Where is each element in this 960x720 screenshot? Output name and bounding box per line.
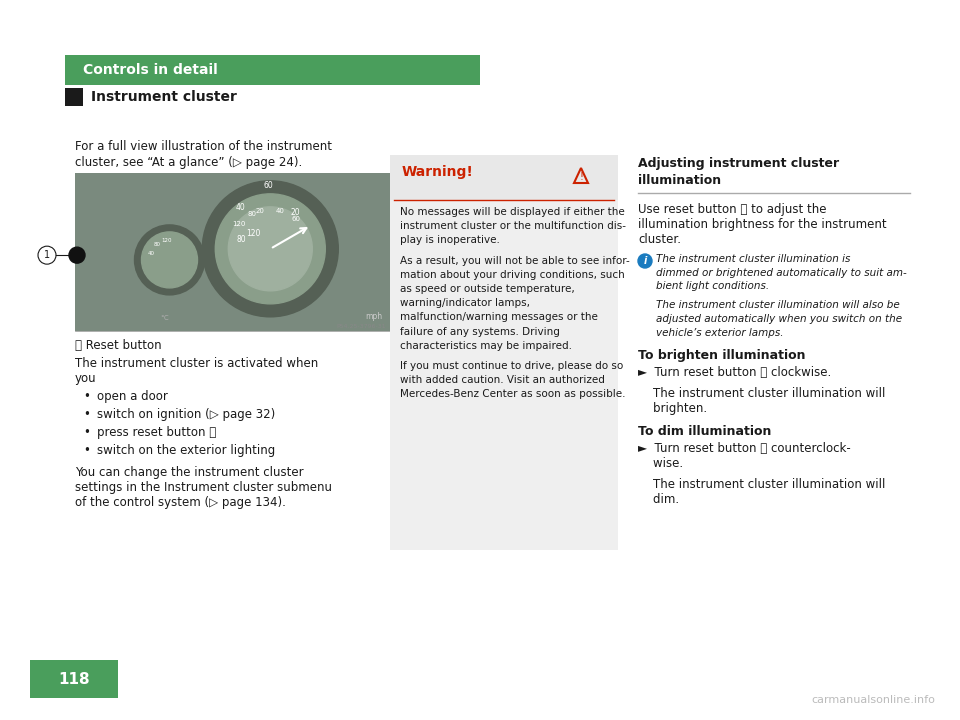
Text: Controls in detail: Controls in detail <box>83 63 218 77</box>
Bar <box>30 660 118 698</box>
Text: open a door: open a door <box>97 390 168 403</box>
Text: 60: 60 <box>263 181 274 189</box>
Circle shape <box>203 181 338 317</box>
Text: To dim illumination: To dim illumination <box>638 425 772 438</box>
Text: Mercedes-Benz Center as soon as possible.: Mercedes-Benz Center as soon as possible… <box>400 390 626 400</box>
Text: characteristics may be impaired.: characteristics may be impaired. <box>400 341 572 351</box>
Text: 80: 80 <box>154 243 160 248</box>
Text: of the control system (▷ page 134).: of the control system (▷ page 134). <box>75 496 286 509</box>
Text: 20: 20 <box>255 207 265 214</box>
Text: 80: 80 <box>236 235 246 244</box>
Bar <box>75 173 390 331</box>
Text: •: • <box>83 444 90 457</box>
Text: •: • <box>83 408 90 421</box>
Text: ►  Turn reset button ⓘ clockwise.: ► Turn reset button ⓘ clockwise. <box>638 366 831 379</box>
Text: dim.: dim. <box>638 493 679 506</box>
Text: For a full view illustration of the instrument: For a full view illustration of the inst… <box>75 140 332 153</box>
Text: 80: 80 <box>248 211 256 217</box>
Circle shape <box>228 207 312 291</box>
Text: 60: 60 <box>291 215 300 222</box>
Circle shape <box>134 225 204 295</box>
Text: ►  Turn reset button ⓘ counterclock-: ► Turn reset button ⓘ counterclock- <box>638 442 851 455</box>
Text: ⓘ Reset button: ⓘ Reset button <box>75 339 161 352</box>
Text: play is inoperative.: play is inoperative. <box>400 235 500 246</box>
Text: i: i <box>643 256 647 266</box>
Bar <box>390 155 618 200</box>
Circle shape <box>69 247 85 263</box>
Text: as speed or outside temperature,: as speed or outside temperature, <box>400 284 575 294</box>
Text: Instrument cluster: Instrument cluster <box>91 90 237 104</box>
Text: brighten.: brighten. <box>638 402 708 415</box>
Text: settings in the Instrument cluster submenu: settings in the Instrument cluster subme… <box>75 481 332 494</box>
Text: If you must continue to drive, please do so: If you must continue to drive, please do… <box>400 361 623 371</box>
Text: The instrument cluster illumination is: The instrument cluster illumination is <box>656 254 851 264</box>
Text: ℃: ℃ <box>160 315 168 321</box>
Text: switch on ignition (▷ page 32): switch on ignition (▷ page 32) <box>97 408 276 421</box>
Text: instrument cluster or the multifunction dis-: instrument cluster or the multifunction … <box>400 221 626 231</box>
Text: As a result, you will not be able to see infor-: As a result, you will not be able to see… <box>400 256 630 266</box>
Circle shape <box>215 194 325 304</box>
Text: illumination: illumination <box>638 174 721 187</box>
Text: mation about your driving conditions, such: mation about your driving conditions, su… <box>400 270 625 280</box>
Text: you: you <box>75 372 97 385</box>
Text: carmanualsonline.info: carmanualsonline.info <box>811 695 935 705</box>
Text: illumination brightness for the instrument: illumination brightness for the instrume… <box>638 218 887 231</box>
Text: with added caution. Visit an authorized: with added caution. Visit an authorized <box>400 375 605 385</box>
Text: 118: 118 <box>59 672 90 686</box>
Bar <box>65 55 480 85</box>
Text: mph: mph <box>365 312 382 321</box>
Text: switch on the exterior lighting: switch on the exterior lighting <box>97 444 276 457</box>
Text: The instrument cluster illumination will: The instrument cluster illumination will <box>638 387 885 400</box>
Bar <box>390 155 618 550</box>
Text: !: ! <box>579 172 583 182</box>
Text: The instrument cluster is activated when: The instrument cluster is activated when <box>75 357 319 370</box>
Text: press reset button ⓘ: press reset button ⓘ <box>97 426 216 439</box>
Text: failure of any systems. Driving: failure of any systems. Driving <box>400 327 560 336</box>
Text: malfunction/warning messages or the: malfunction/warning messages or the <box>400 312 598 323</box>
Text: No messages will be displayed if either the: No messages will be displayed if either … <box>400 207 625 217</box>
Text: adjusted automatically when you switch on the: adjusted automatically when you switch o… <box>656 314 902 324</box>
Text: 120: 120 <box>161 238 171 243</box>
Text: dimmed or brightened automatically to suit am-: dimmed or brightened automatically to su… <box>656 268 907 277</box>
Text: 40: 40 <box>276 207 285 214</box>
Text: 40: 40 <box>148 251 155 256</box>
Circle shape <box>638 254 652 268</box>
Circle shape <box>141 232 198 288</box>
Text: •: • <box>83 390 90 403</box>
Text: The instrument cluster illumination will also be: The instrument cluster illumination will… <box>656 300 900 310</box>
Text: Warning!: Warning! <box>402 165 474 179</box>
Text: bient light conditions.: bient light conditions. <box>656 281 769 291</box>
Text: wise.: wise. <box>638 457 684 470</box>
Text: cluster.: cluster. <box>638 233 681 246</box>
Text: 120: 120 <box>247 228 261 238</box>
Text: 120: 120 <box>232 222 246 228</box>
Bar <box>65 88 83 106</box>
Text: vehicle’s exterior lamps.: vehicle’s exterior lamps. <box>656 328 783 338</box>
Text: 40: 40 <box>236 203 246 212</box>
Text: The instrument cluster illumination will: The instrument cluster illumination will <box>638 478 885 491</box>
Text: •: • <box>83 426 90 439</box>
Text: warning/indicator lamps,: warning/indicator lamps, <box>400 298 530 308</box>
Bar <box>75 173 390 331</box>
Text: Use reset button ⓘ to adjust the: Use reset button ⓘ to adjust the <box>638 203 827 216</box>
Circle shape <box>38 246 56 264</box>
Text: You can change the instrument cluster: You can change the instrument cluster <box>75 466 303 479</box>
Text: P54.25-3796-31: P54.25-3796-31 <box>336 324 386 329</box>
Text: Adjusting instrument cluster: Adjusting instrument cluster <box>638 157 839 170</box>
Text: 1: 1 <box>44 250 50 260</box>
Text: To brighten illumination: To brighten illumination <box>638 349 805 362</box>
Text: 20: 20 <box>291 208 300 217</box>
Text: cluster, see “At a glance” (▷ page 24).: cluster, see “At a glance” (▷ page 24). <box>75 156 302 169</box>
